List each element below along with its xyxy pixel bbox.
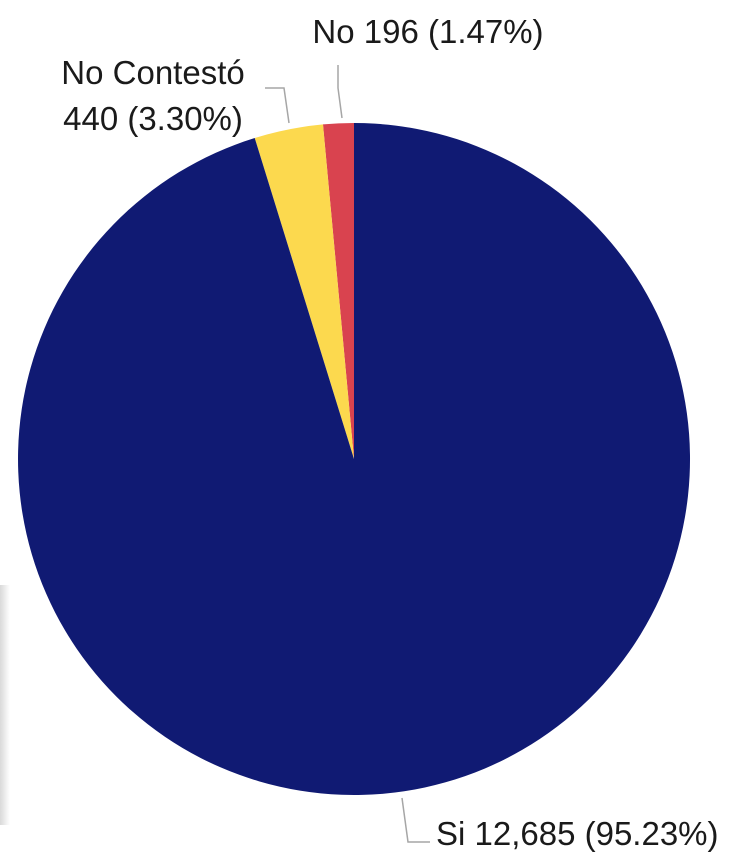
pie-slice-no-contesto (254, 124, 354, 460)
no-contesto-leader-line (265, 87, 290, 124)
no-leader-line (337, 65, 343, 119)
page-edge-shadow (0, 585, 10, 825)
no-contesto-name-label: No Contestó (61, 54, 244, 91)
no-data-label: No 196 (1.47%) (312, 13, 543, 50)
si-leader-line (401, 797, 430, 843)
pie-slice-si (18, 123, 691, 795)
pie-slice-no (322, 122, 354, 459)
si-data-label: Si 12,685 (95.23%) (436, 815, 719, 852)
no-contesto-value-label: 440 (3.30%) (63, 100, 243, 137)
pie-slices (18, 122, 691, 795)
